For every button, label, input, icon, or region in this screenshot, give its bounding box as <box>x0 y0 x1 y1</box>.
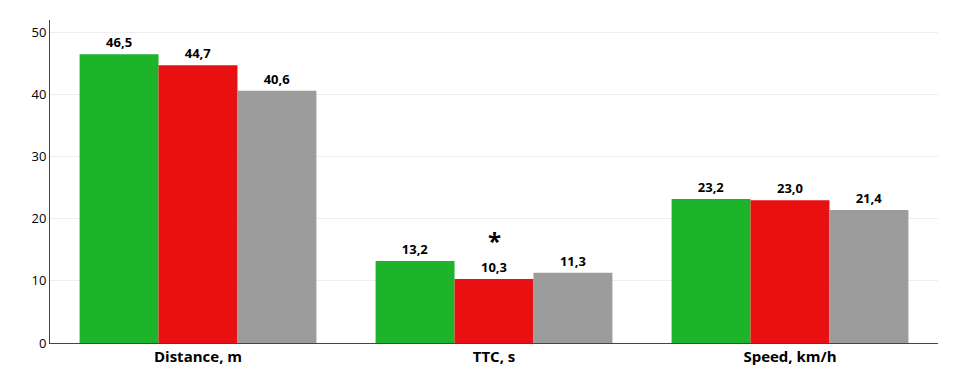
svg-text:30: 30 <box>32 147 47 165</box>
svg-text:0: 0 <box>39 334 46 352</box>
svg-text:50: 50 <box>32 23 47 41</box>
svg-text:21,4: 21,4 <box>856 189 883 207</box>
svg-text:10,3: 10,3 <box>481 258 507 276</box>
svg-text:Speed, km/h: Speed, km/h <box>743 346 836 366</box>
svg-text:13,2: 13,2 <box>402 240 429 258</box>
svg-text:Distance, m: Distance, m <box>154 346 242 366</box>
svg-text:TTC, s: TTC, s <box>473 346 516 366</box>
svg-text:46,5: 46,5 <box>106 33 132 51</box>
svg-text:40,6: 40,6 <box>264 70 291 88</box>
svg-text:10: 10 <box>32 271 47 289</box>
svg-text:23,0: 23,0 <box>777 179 803 197</box>
svg-text:40: 40 <box>32 85 47 103</box>
svg-text:20: 20 <box>32 209 47 227</box>
svg-text:*: * <box>488 224 501 257</box>
svg-text:23,2: 23,2 <box>698 178 725 196</box>
svg-text:11,3: 11,3 <box>560 252 586 270</box>
svg-text:44,7: 44,7 <box>185 44 212 62</box>
